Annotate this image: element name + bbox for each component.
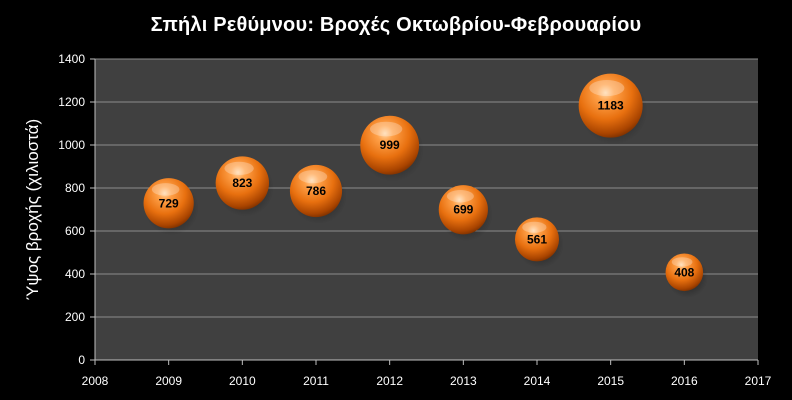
x-tick-label: 2010 (229, 374, 256, 388)
bubble (514, 217, 560, 262)
data-label: 786 (306, 184, 326, 198)
bubble-highlight (369, 121, 403, 137)
x-tick-label: 2015 (597, 374, 624, 388)
y-tick-label: 400 (65, 267, 85, 281)
x-tick-labels: 2008 2009 2010 2011 2012 2013 2014 2015 2016 2017 (82, 374, 772, 388)
x-tick-label: 2016 (671, 374, 698, 388)
bubbles: 729 823 786 999 699 561 1183 408 (143, 73, 709, 299)
data-label: 999 (380, 138, 400, 152)
x-tick-label: 2009 (155, 374, 182, 388)
y-tick-label: 1400 (58, 52, 85, 66)
bubble-point: 408 (665, 253, 709, 299)
x-tick-label: 2011 (303, 374, 329, 388)
y-tick-label: 200 (65, 310, 85, 324)
bubble-highlight (446, 190, 474, 203)
bubble-highlight (151, 183, 180, 196)
x-tick-label: 2008 (82, 374, 109, 388)
data-label: 729 (159, 196, 179, 210)
y-tick-label: 600 (65, 224, 85, 238)
data-label: 1183 (598, 99, 624, 113)
y-tick-label: 0 (78, 353, 85, 367)
bubble (215, 156, 270, 210)
bubble-highlight (671, 257, 693, 267)
bubble (289, 164, 343, 218)
data-label: 699 (453, 203, 473, 217)
x-tick-label: 2017 (745, 374, 772, 388)
y-tick-label: 1000 (58, 138, 85, 152)
chart-title: Σπήλι Ρεθύμνου: Βροχές Οκτωβρίου-Φεβρουα… (150, 14, 642, 36)
gridlines (95, 58, 758, 318)
bubble-point: 699 (438, 185, 493, 242)
bubble (438, 185, 488, 235)
y-tick-label: 1200 (58, 95, 85, 109)
bubble-point: 823 (215, 156, 275, 217)
axes (90, 58, 759, 365)
bubble-highlight (522, 221, 547, 233)
x-tick-label: 2013 (450, 374, 477, 388)
bubble-point: 1183 (578, 73, 648, 145)
y-tick-label: 800 (65, 181, 85, 195)
bubble-highlight (298, 170, 328, 184)
bubble-point: 786 (289, 164, 348, 225)
bubble-highlight (589, 80, 625, 97)
bubble (143, 178, 194, 229)
bubble-point: 729 (143, 178, 199, 236)
data-label: 408 (674, 265, 694, 279)
bubble-highlight (224, 161, 254, 176)
data-label: 561 (527, 232, 547, 246)
x-tick-label: 2014 (524, 374, 551, 388)
x-tick-label: 2012 (376, 374, 403, 388)
data-label: 823 (232, 176, 252, 190)
bubble (578, 73, 643, 138)
bubble (665, 253, 704, 292)
y-tick-labels: 0 200 400 600 800 1000 1200 1400 (58, 52, 85, 367)
bubble (360, 115, 420, 175)
y-axis-title: Ύψος βροχής (χιλιοστά) (23, 119, 42, 300)
bubble-point: 999 (360, 115, 425, 182)
bubble-point: 561 (514, 217, 565, 269)
